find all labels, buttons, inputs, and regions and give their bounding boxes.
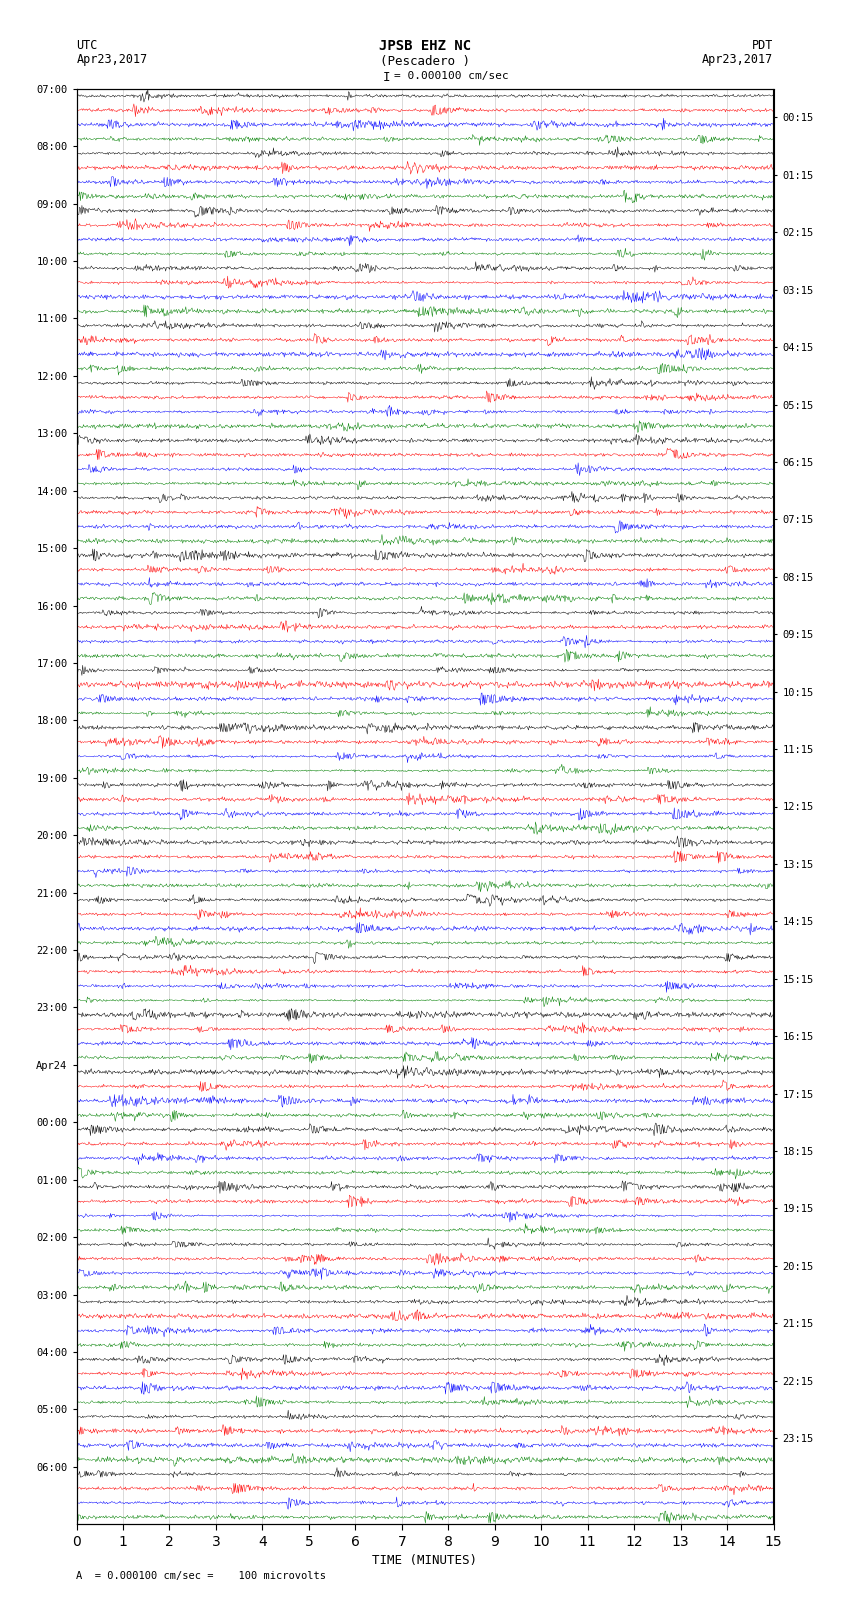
Text: (Pescadero ): (Pescadero ) bbox=[380, 55, 470, 68]
Text: PDT: PDT bbox=[752, 39, 774, 52]
Text: I: I bbox=[383, 71, 390, 84]
Text: Apr23,2017: Apr23,2017 bbox=[76, 53, 148, 66]
Text: UTC: UTC bbox=[76, 39, 98, 52]
Text: JPSB EHZ NC: JPSB EHZ NC bbox=[379, 39, 471, 53]
Text: = 0.000100 cm/sec: = 0.000100 cm/sec bbox=[394, 71, 508, 81]
X-axis label: TIME (MINUTES): TIME (MINUTES) bbox=[372, 1555, 478, 1568]
Text: A  = 0.000100 cm/sec =    100 microvolts: A = 0.000100 cm/sec = 100 microvolts bbox=[76, 1571, 326, 1581]
Text: Apr23,2017: Apr23,2017 bbox=[702, 53, 774, 66]
